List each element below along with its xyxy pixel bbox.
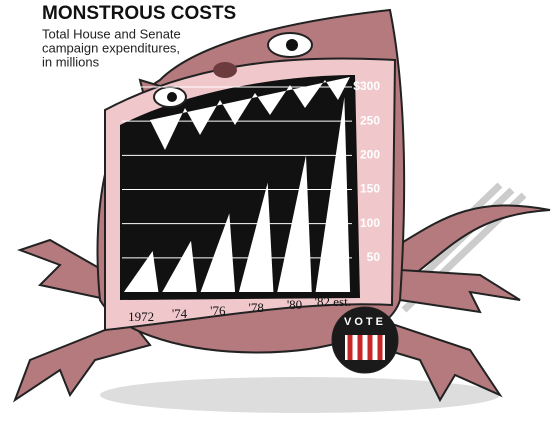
- spike: [123, 251, 159, 292]
- pupil: [167, 92, 177, 102]
- arm: [399, 268, 521, 314]
- y-tick-label: 50: [367, 250, 381, 264]
- y-tick-label: 100: [360, 216, 380, 230]
- upper-teeth: [150, 77, 350, 150]
- leg: [12, 318, 152, 403]
- x-tick-label: '76: [210, 303, 226, 318]
- x-tick-label: 1972: [128, 309, 154, 324]
- spike: [277, 155, 312, 292]
- shadow: [100, 377, 500, 413]
- badge-text: VOTE: [344, 316, 386, 328]
- x-tick-label: '80: [287, 297, 302, 312]
- y-tick-label: 200: [360, 148, 380, 162]
- spike: [238, 182, 274, 292]
- spike: [162, 240, 197, 292]
- y-tick-label: 150: [360, 182, 380, 196]
- x-tick-label: '74: [172, 306, 188, 321]
- nostril: [213, 62, 237, 78]
- spike: [315, 97, 351, 292]
- pupil: [286, 39, 298, 51]
- subtitle-line: in millions: [42, 54, 100, 69]
- chart-title: MONSTROUS COSTS: [42, 3, 236, 24]
- subtitle-line: Total House and Senate: [42, 26, 181, 41]
- x-tick-label: '78: [248, 300, 263, 315]
- badge-stripes: [347, 335, 383, 360]
- subtitle-line: campaign expenditures,: [42, 40, 180, 55]
- x-tick-label: '82 est.: [315, 294, 351, 309]
- y-tick-label: $300: [353, 79, 380, 93]
- y-tick-label: 250: [360, 113, 380, 127]
- spike: [200, 213, 236, 292]
